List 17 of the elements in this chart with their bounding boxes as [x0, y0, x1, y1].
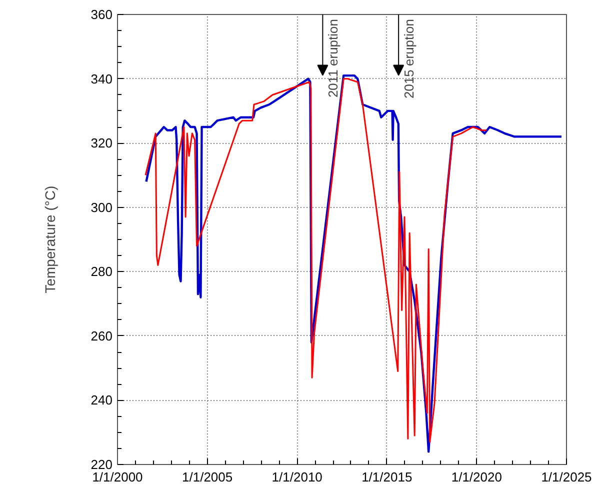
y-tick-label: 360	[90, 7, 113, 22]
annotation: 2015 eruption	[402, 18, 417, 99]
x-tick-label: 1/1/2025	[541, 470, 592, 484]
x-tick-label: 1/1/2010	[272, 470, 322, 484]
x-tick-label: 1/1/2020	[451, 470, 502, 484]
y-axis-title: Temperature (°C)	[42, 186, 58, 294]
y-tick-label: 300	[90, 200, 113, 215]
y-tick-label: 340	[90, 71, 113, 86]
y-tick-label: 220	[90, 457, 113, 472]
x-tick-label: 1/1/2005	[182, 470, 233, 484]
y-tick-label: 240	[90, 392, 113, 408]
x-tick-label: 1/1/2000	[92, 470, 143, 484]
x-tick-label: 1/1/2015	[362, 470, 412, 484]
annotation: 2011 eruption	[326, 19, 341, 98]
y-tick-label: 260	[90, 328, 113, 344]
y-tick-label: 320	[90, 136, 113, 151]
y-tick-label: 280	[90, 264, 113, 280]
